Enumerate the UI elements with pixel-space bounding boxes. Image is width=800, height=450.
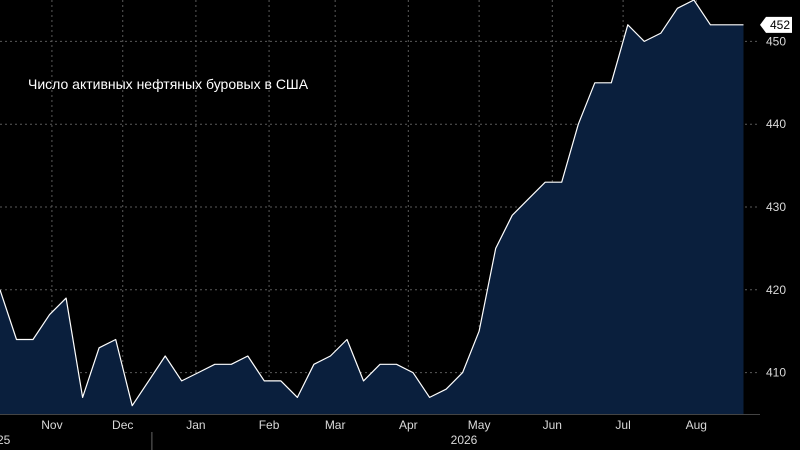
x-axis: Nov Dec Jan Feb Mar Apr May Jun Jul Aug 25 2026 [0, 414, 760, 450]
area-fill [0, 0, 744, 414]
x-tick-label: Feb [259, 418, 280, 432]
x-tick-label: Jun [543, 418, 562, 432]
last-value-label: 452 [770, 18, 790, 32]
y-tick-label: 450 [766, 34, 786, 48]
y-tick-label: 440 [766, 117, 786, 131]
x-tick-label: Apr [399, 418, 418, 432]
year-label: 25 [0, 433, 11, 447]
chart-title: Число активных нефтяных буровых в США [28, 76, 309, 92]
y-tick-label: 430 [766, 200, 786, 214]
y-axis: 410 420 430 440 450 [766, 34, 786, 379]
x-tick-label: Aug [686, 418, 707, 432]
x-tick-label: Jul [615, 418, 630, 432]
x-tick-label: May [468, 418, 491, 432]
x-tick-label: Nov [41, 418, 62, 432]
y-tick-label: 410 [766, 366, 786, 380]
x-tick-label: Dec [112, 418, 133, 432]
x-tick-label: Mar [325, 418, 346, 432]
last-value-marker: 452 [760, 16, 792, 33]
y-tick-label: 420 [766, 283, 786, 297]
year-label: 2026 [451, 433, 478, 447]
last-value-badge [760, 16, 792, 33]
series-line [0, 0, 744, 407]
x-tick-label: Jan [186, 418, 205, 432]
